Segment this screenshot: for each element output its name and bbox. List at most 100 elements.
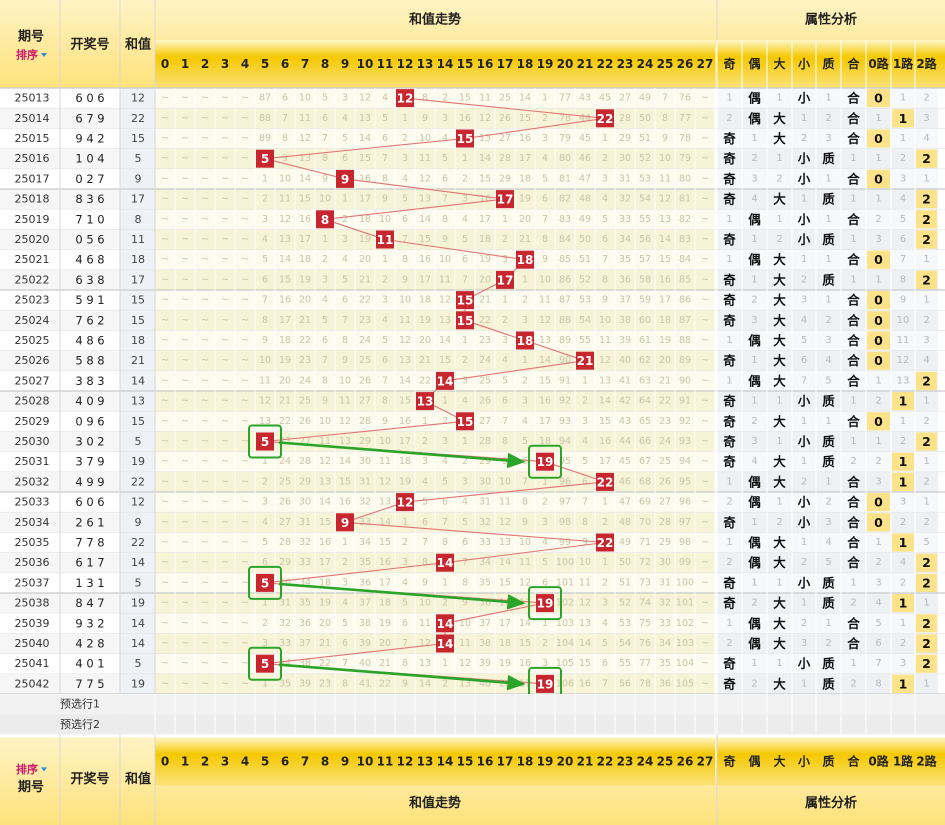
preselect-row[interactable] — [0, 714, 945, 735]
sum-ball-label: 14 — [437, 617, 454, 631]
draw-cell: 4 2 8 — [75, 637, 104, 651]
omission-value: 67 — [639, 456, 651, 467]
omission-value: 45 — [619, 456, 631, 467]
omission-value: 11 — [379, 456, 391, 467]
attr-cell-r2: 4 — [923, 133, 929, 144]
sum-ball — [516, 331, 534, 350]
omission-value: 103 — [556, 618, 574, 629]
omission-value: 5 — [542, 557, 548, 568]
omission-value: 101 — [676, 598, 694, 609]
omission-value: 16 — [279, 295, 291, 306]
attr-cell-bg — [841, 249, 866, 270]
omission-value: 53 — [619, 618, 631, 629]
attr-cell-odd: 奇 — [723, 656, 736, 671]
omission-value: 44 — [579, 113, 591, 124]
footer-x-tick-15: 15 — [457, 754, 474, 768]
omission-value: 66 — [639, 436, 651, 447]
omission-value: 7 — [442, 194, 448, 205]
omission-value: 2 — [542, 497, 548, 508]
attr-cell-r1: 1 — [900, 133, 906, 144]
sum-cell: 18 — [131, 334, 145, 347]
omission-value: 15 — [279, 274, 291, 285]
footer-sort-dropdown-icon[interactable] — [41, 767, 47, 772]
omission-value: 36 — [359, 577, 371, 588]
attr-cell-r1: 2 — [900, 638, 906, 649]
omission-value: 27 — [359, 396, 371, 407]
sort-dropdown-icon[interactable] — [41, 53, 47, 57]
x-tick-22: 22 — [597, 57, 614, 71]
route-hit-bg — [916, 553, 937, 572]
omission-value: ~ — [201, 638, 209, 649]
x-tick-19: 19 — [537, 57, 554, 71]
footer-x-tick-19: 19 — [537, 754, 554, 768]
sum-ball-label: 22 — [597, 112, 614, 126]
footer-trend-title: 和值走势 — [409, 795, 461, 811]
omission-value: 13 — [339, 436, 351, 447]
omission-value: 44 — [619, 436, 631, 447]
omission-value: 1 — [522, 274, 528, 285]
omission-value: 5 — [322, 93, 328, 104]
attr-cell-bg — [915, 290, 938, 311]
attr-cell-bg — [742, 451, 767, 472]
attr-cell-bg — [792, 532, 816, 553]
omission-value: 2 — [462, 355, 468, 366]
sort-header[interactable]: 排序 — [16, 48, 38, 62]
omission-value: 12 — [419, 173, 431, 184]
omission-value: 5 — [462, 517, 468, 528]
attr-cell-bg — [767, 391, 792, 412]
footer-sort-header[interactable]: 排序 — [16, 762, 38, 776]
attr-cell-bg — [816, 249, 841, 270]
omission-value: 27 — [479, 416, 491, 427]
omission-value: ~ — [701, 618, 709, 629]
omission-value: 8 — [322, 375, 328, 386]
sum-cell: 17 — [131, 193, 145, 206]
omission-value: 2 — [342, 214, 348, 225]
footer-x-tick-2: 2 — [201, 754, 209, 768]
omission-value: 21 — [379, 658, 391, 669]
omission-value: 3 — [462, 375, 468, 386]
omission-value: 29 — [299, 476, 311, 487]
attr-cell-small: 小 — [797, 232, 811, 247]
attr-col-8: 2路 — [916, 56, 937, 71]
omission-value: 36 — [619, 274, 631, 285]
route-hit-bg — [916, 210, 937, 229]
omission-value: ~ — [181, 396, 189, 407]
omission-value: 2 — [422, 436, 428, 447]
omission-value: 23 — [319, 678, 331, 689]
sum-cell: 19 — [131, 677, 145, 690]
omission-value: 85 — [679, 274, 691, 285]
attr-cell-r0: 0 — [874, 414, 883, 429]
omission-value: 9 — [262, 335, 268, 346]
omission-value: 99 — [559, 537, 571, 548]
omission-value: 2 — [602, 577, 608, 588]
highlight-box — [248, 424, 282, 459]
attr-col-3: 小 — [798, 56, 810, 71]
omission-value: 49 — [639, 93, 651, 104]
attr-cell-bg — [841, 370, 866, 391]
sum-ball-label: 19 — [537, 455, 554, 469]
omission-value: 35 — [619, 254, 631, 265]
omission-value: ~ — [241, 274, 249, 285]
omission-value: 50 — [619, 557, 631, 568]
draw-cell: 2 6 1 — [75, 515, 104, 529]
row-left-bg — [0, 653, 155, 674]
attr-cell-bg — [816, 411, 841, 432]
omission-value: 54 — [619, 638, 631, 649]
attr-cell-big: 大 — [773, 252, 786, 267]
route-hit-bg — [867, 412, 890, 431]
attr-cell-big: 1 — [776, 214, 782, 225]
omission-value: 28 — [279, 537, 291, 548]
omission-value: 2 — [262, 194, 268, 205]
attr-cell-bg — [841, 391, 866, 412]
period-cell: 25020 — [15, 233, 50, 246]
sum-ball — [396, 89, 414, 108]
omission-value: 3 — [342, 577, 348, 588]
omission-value: 91 — [559, 375, 571, 386]
omission-value: ~ — [161, 577, 169, 588]
omission-value: ~ — [201, 598, 209, 609]
omission-value: 57 — [639, 254, 651, 265]
omission-value: 10 — [379, 214, 391, 225]
preselect-row[interactable] — [0, 694, 945, 715]
omission-value: ~ — [181, 456, 189, 467]
omission-value: 13 — [539, 335, 551, 346]
